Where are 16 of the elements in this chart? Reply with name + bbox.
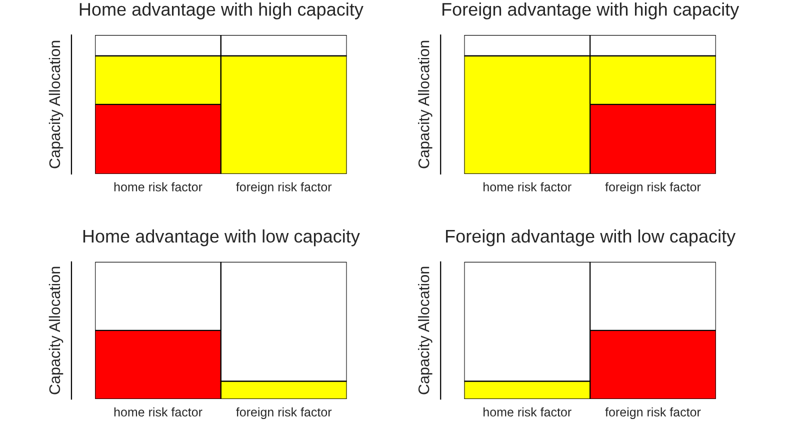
- chart-title: Home advantage with high capacity: [80, 2, 364, 20]
- chart-title: Home advantage with low capacity: [83, 229, 360, 246]
- y-axis-title: Capacity Allocation: [48, 266, 64, 394]
- chart-title: Foreign advantage with low capacity: [446, 229, 736, 246]
- y-axis-title: Capacity Allocation: [418, 40, 432, 168]
- x-tick-label: foreign risk factor: [605, 407, 701, 420]
- x-tick-label: home risk factor: [114, 182, 202, 192]
- y-axis-title: Capacity Allocation: [418, 266, 432, 394]
- x-tick-label: foreign risk factor: [236, 407, 332, 420]
- x-tick-label: home risk factor: [114, 407, 202, 417]
- x-tick-label: foreign risk factor: [605, 182, 701, 194]
- chart-title: Foreign advantage with high capacity: [442, 2, 740, 20]
- x-tick-label: foreign risk factor: [236, 182, 332, 194]
- y-axis-title: Capacity Allocation: [48, 40, 64, 168]
- x-tick-label: home risk factor: [484, 407, 572, 417]
- x-tick-label: home risk factor: [484, 182, 572, 192]
